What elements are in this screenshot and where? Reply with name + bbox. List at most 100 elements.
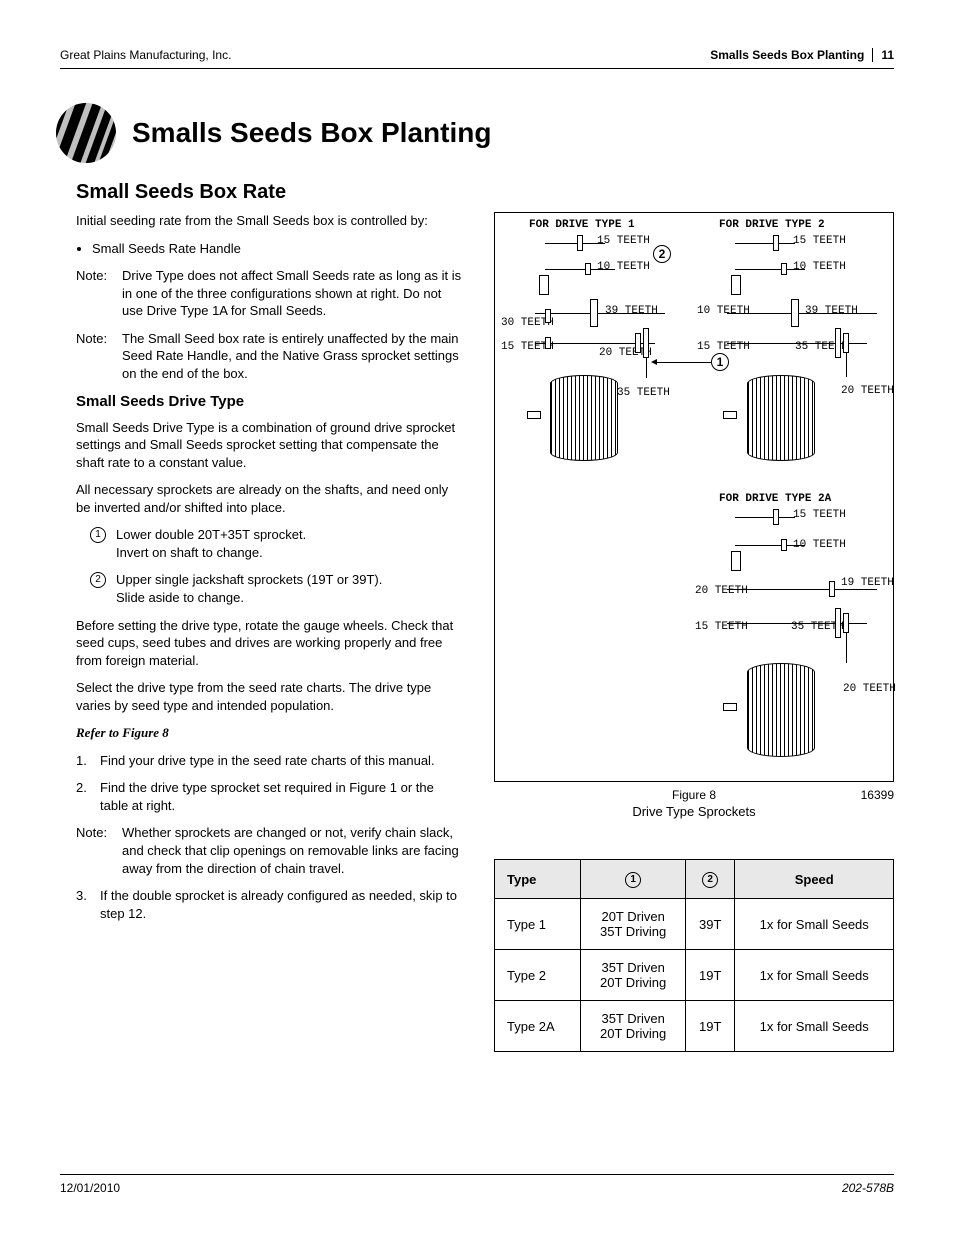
- diagram-title: FOR DRIVE TYPE 2: [719, 219, 825, 231]
- circled-body: Lower double 20T+35T sprocket. Invert on…: [116, 526, 462, 561]
- header-section: Smalls Seeds Box Planting: [710, 48, 864, 62]
- figure-caption: Drive Type Sprockets: [494, 804, 894, 819]
- step-number: 2.: [76, 779, 100, 814]
- table-cell: 19T: [685, 1001, 735, 1052]
- diagram-bracket: [723, 411, 737, 419]
- page-footer: 12/01/2010 202-578B: [60, 1174, 894, 1195]
- circled-item: 2 Upper single jackshaft sprockets (19T …: [90, 571, 462, 606]
- teeth-label: 35 TEETH: [617, 387, 670, 399]
- figure-ref-id: 16399: [861, 788, 894, 802]
- note-label: Note:: [76, 824, 122, 877]
- circled-line: Slide aside to change.: [116, 590, 244, 605]
- diagram-wheel: [550, 375, 618, 461]
- left-column: Initial seeding rate from the Small Seed…: [76, 212, 462, 1052]
- page-header: Great Plains Manufacturing, Inc. Smalls …: [60, 48, 894, 62]
- callout-circle: 2: [653, 245, 671, 263]
- teeth-label: 10 TEETH: [597, 261, 650, 273]
- diagram-sprocket: [773, 235, 779, 251]
- title-block: Smalls Seeds Box Planting: [56, 103, 894, 163]
- table-cell: Type 1: [495, 899, 581, 950]
- step-number: 3.: [76, 887, 100, 922]
- diagram-shaft: [545, 243, 605, 244]
- table-cell: 20T Driven35T Driving: [581, 899, 686, 950]
- diagram-bracket: [527, 411, 541, 419]
- body-paragraph: Small Seeds Drive Type is a combination …: [76, 419, 462, 472]
- diagram-sprocket: [545, 337, 551, 349]
- diagram-shaft: [535, 313, 665, 314]
- note-body: Whether sprockets are changed or not, ve…: [122, 824, 462, 877]
- teeth-label: 19 TEETH: [841, 577, 894, 589]
- diagram-sprocket: [843, 333, 849, 353]
- right-column: FOR DRIVE TYPE 1 15 TEETH 10 TEETH 39 TE…: [494, 212, 894, 1052]
- table-cell: 39T: [685, 899, 735, 950]
- diagram-sprocket: [590, 299, 598, 327]
- figure-caption-row: 16399 Figure 8 16399: [494, 788, 894, 802]
- cell-line: 20T Driven: [601, 909, 664, 924]
- cell-line: 20T Driving: [600, 1026, 666, 1041]
- teeth-label: 20 TEETH: [695, 585, 748, 597]
- callout-circle: 1: [711, 353, 729, 371]
- teeth-label: 10 TEETH: [793, 261, 846, 273]
- teeth-label: 20 TEETH: [843, 683, 896, 695]
- teeth-label: 15 TEETH: [793, 509, 846, 521]
- note-body: The Small Seed box rate is entirely unaf…: [122, 330, 462, 383]
- header-company: Great Plains Manufacturing, Inc.: [60, 48, 231, 62]
- figure-diagram: FOR DRIVE TYPE 1 15 TEETH 10 TEETH 39 TE…: [494, 212, 894, 782]
- teeth-label: 10 TEETH: [697, 305, 750, 317]
- table-header: 2: [685, 860, 735, 899]
- note-body: Drive Type does not affect Small Seeds r…: [122, 267, 462, 320]
- circled-line: Lower double 20T+35T sprocket.: [116, 527, 306, 542]
- circled-line: Upper single jackshaft sprockets (19T or…: [116, 572, 382, 587]
- diagram-shaft: [727, 589, 877, 590]
- table-cell: 1x for Small Seeds: [735, 899, 894, 950]
- diagram-shaft: [735, 269, 805, 270]
- cell-line: 35T Driven: [601, 960, 664, 975]
- diagram-shaft: [545, 269, 615, 270]
- circled-number-marker: 1: [90, 527, 106, 543]
- diagram-sprocket: [539, 275, 549, 295]
- cell-line: 35T Driven: [601, 1011, 664, 1026]
- header-page-number: 11: [881, 48, 894, 62]
- diagram-sprocket: [829, 581, 835, 597]
- note-block: Note: Drive Type does not affect Small S…: [76, 267, 462, 320]
- drive-type-table: Type 1 2 Speed Type 1 20T Driven35T Driv…: [494, 859, 894, 1052]
- diagram-shaft: [735, 243, 795, 244]
- table-row: Type 2A 35T Driven20T Driving 19T 1x for…: [495, 1001, 894, 1052]
- cell-line: 35T Driving: [600, 924, 666, 939]
- table-cell: Type 2: [495, 950, 581, 1001]
- numbered-list-continued: 3. If the double sprocket is already con…: [76, 887, 462, 922]
- diagram-shaft: [727, 313, 877, 314]
- refer-line: Refer to Figure 8: [76, 724, 462, 742]
- bullet-item: Small Seeds Rate Handle: [92, 240, 462, 258]
- diagram-wheel: [747, 375, 815, 461]
- diagram-sprocket: [781, 263, 787, 275]
- body-paragraph: Before setting the drive type, rotate th…: [76, 617, 462, 670]
- list-item: 2. Find the drive type sprocket set requ…: [76, 779, 462, 814]
- table-cell: 19T: [685, 950, 735, 1001]
- diagram-title: FOR DRIVE TYPE 1: [529, 219, 635, 231]
- teeth-label: 39 TEETH: [805, 305, 858, 317]
- list-item: 1. Find your drive type in the seed rate…: [76, 752, 462, 770]
- bullet-list: Small Seeds Rate Handle: [92, 240, 462, 258]
- table-header-row: Type 1 2 Speed: [495, 860, 894, 899]
- diagram-sprocket: [577, 235, 583, 251]
- diagram-sprocket: [731, 275, 741, 295]
- cell-line: 20T Driving: [600, 975, 666, 990]
- note-label: Note:: [76, 330, 122, 383]
- diagram-sprocket: [791, 299, 799, 327]
- diagram-sprocket: [835, 328, 841, 358]
- footer-doc-id: 202-578B: [842, 1181, 894, 1195]
- subsection-heading: Small Seeds Drive Type: [76, 392, 462, 412]
- table-cell: Type 2A: [495, 1001, 581, 1052]
- diagram-shaft: [646, 358, 647, 378]
- section-subtitle: Small Seeds Box Rate: [76, 181, 894, 204]
- intro-paragraph: Initial seeding rate from the Small Seed…: [76, 212, 462, 230]
- body-paragraph: Select the drive type from the seed rate…: [76, 679, 462, 714]
- step-body: If the double sprocket is already config…: [100, 887, 462, 922]
- table-header: 1: [581, 860, 686, 899]
- step-number: 1.: [76, 752, 100, 770]
- step-body: Find the drive type sprocket set require…: [100, 779, 462, 814]
- table-cell: 1x for Small Seeds: [735, 1001, 894, 1052]
- body-paragraph: All necessary sprockets are already on t…: [76, 481, 462, 516]
- note-block: Note: The Small Seed box rate is entirel…: [76, 330, 462, 383]
